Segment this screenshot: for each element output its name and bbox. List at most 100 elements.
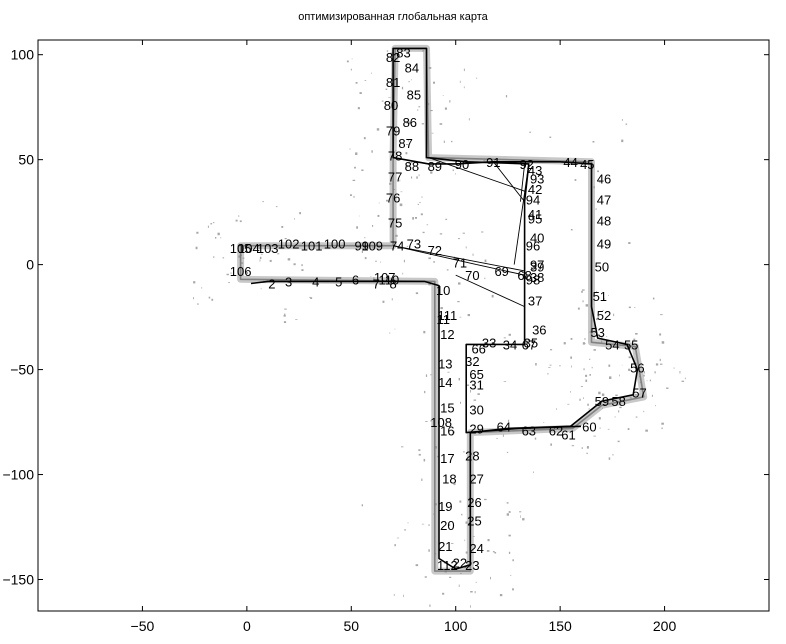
map-speck xyxy=(415,292,419,295)
pose-node-label: 33 xyxy=(482,335,496,350)
map-speck xyxy=(684,377,686,380)
map-speck xyxy=(548,367,551,368)
pose-node-label: 55 xyxy=(624,337,638,352)
map-speck xyxy=(193,297,194,300)
map-speck xyxy=(449,576,452,578)
pose-node-label: 90 xyxy=(455,157,469,172)
map-speck xyxy=(490,576,491,580)
map-speck xyxy=(260,287,262,290)
map-speck xyxy=(422,231,425,234)
map-speck xyxy=(477,393,480,395)
pose-node-label: 58 xyxy=(611,394,625,409)
x-tick-label: 100 xyxy=(444,618,468,634)
map-speck xyxy=(589,374,591,376)
map-speck xyxy=(582,289,585,291)
map-speck xyxy=(673,367,675,369)
map-speck xyxy=(628,306,631,309)
map-speck xyxy=(346,60,349,63)
map-speck xyxy=(628,368,631,371)
map-speck xyxy=(570,229,573,231)
map-speck xyxy=(380,261,381,263)
map-speck xyxy=(570,391,571,393)
map-speck xyxy=(193,281,196,284)
map-speck xyxy=(608,457,611,460)
map-speck xyxy=(449,100,451,103)
map-speck xyxy=(196,231,199,234)
pose-node-label: 43 xyxy=(528,163,542,178)
pose-node-label: 108 xyxy=(430,415,452,430)
map-speck xyxy=(222,257,225,259)
map-speck xyxy=(350,194,352,196)
map-speck xyxy=(370,276,372,278)
map-speck xyxy=(355,82,358,84)
map-speck xyxy=(593,349,596,351)
map-speck xyxy=(277,253,280,255)
map-speck xyxy=(399,179,401,182)
pose-node-label: 92 xyxy=(519,157,533,172)
pose-node-label: 29 xyxy=(469,421,483,436)
map-speck xyxy=(550,349,553,351)
map-speck xyxy=(617,440,620,443)
map-speck xyxy=(549,364,552,366)
map-speck xyxy=(463,86,465,89)
map-speck xyxy=(607,428,610,430)
map-speck xyxy=(505,95,508,98)
pose-node-label: 64 xyxy=(497,419,511,434)
map-speck xyxy=(470,389,471,393)
map-speck xyxy=(635,333,638,335)
pose-node-label: 93 xyxy=(530,172,544,187)
map-speck xyxy=(660,363,663,365)
map-speck xyxy=(442,419,444,421)
pose-node-label: 49 xyxy=(597,237,611,252)
pose-node-label: 11 xyxy=(436,312,450,327)
map-speck xyxy=(421,123,424,125)
pose-node-label: 44 xyxy=(563,155,577,170)
map-speck xyxy=(661,422,664,425)
map-speck xyxy=(462,259,464,262)
map-speck xyxy=(421,523,425,525)
pose-node-label: 21 xyxy=(438,539,452,554)
map-speck xyxy=(574,179,577,181)
map-speck xyxy=(211,298,214,301)
map-speck xyxy=(627,428,630,430)
map-speck xyxy=(363,137,366,140)
map-speck xyxy=(520,515,521,518)
map-speck xyxy=(381,100,384,102)
axes-frame xyxy=(37,39,770,612)
map-speck xyxy=(547,373,549,375)
map-speck xyxy=(410,161,413,164)
pose-node-label: 30 xyxy=(469,403,483,418)
map-speck xyxy=(405,165,408,168)
map-speck xyxy=(386,50,389,52)
map-speck xyxy=(375,283,376,286)
map-speck xyxy=(446,269,449,271)
map-speck xyxy=(357,107,360,110)
map-speck xyxy=(421,196,423,198)
map-speck xyxy=(426,224,429,226)
map-speck xyxy=(614,416,616,418)
map-speck xyxy=(458,282,461,285)
map-speck xyxy=(208,296,211,299)
pose-node-label: 86 xyxy=(403,115,417,130)
pose-node-label: 59 xyxy=(595,394,609,409)
y-axis: −150 −100 −50 0 50 100 xyxy=(2,47,769,588)
loop-closure-edge xyxy=(520,163,526,202)
map-speck xyxy=(364,80,367,81)
map-speck xyxy=(570,356,572,359)
map-speck xyxy=(484,277,486,280)
pose-node-label: 99 xyxy=(354,239,368,254)
pose-node-label: 61 xyxy=(561,428,575,443)
map-speck xyxy=(634,307,636,308)
map-speck xyxy=(407,139,409,142)
map-speck xyxy=(527,338,530,342)
map-speck xyxy=(430,374,432,376)
map-speck xyxy=(491,294,494,298)
map-speck xyxy=(397,105,398,107)
corridor-wall-core xyxy=(239,47,645,572)
map-speck xyxy=(402,272,404,275)
pose-node-label: 32 xyxy=(465,354,479,369)
map-speck xyxy=(601,336,603,339)
map-speck xyxy=(652,297,655,300)
map-speck xyxy=(453,431,455,434)
map-speck xyxy=(355,152,358,155)
